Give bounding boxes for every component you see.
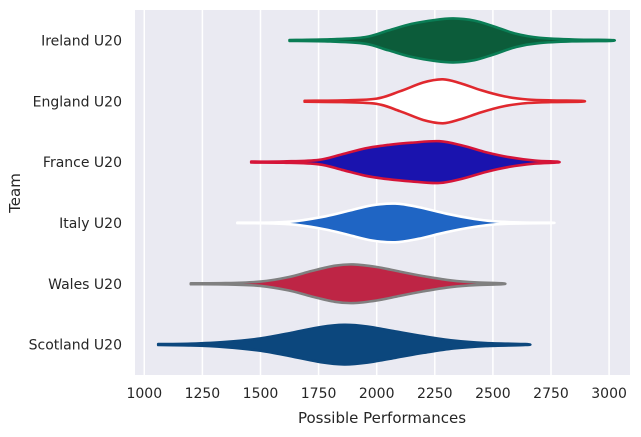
violin-scotland-u20 [156, 323, 532, 366]
violins [156, 17, 617, 366]
x-tick-label: 1250 [185, 386, 221, 402]
violin-england-u20 [303, 77, 587, 125]
x-tick-label: 1000 [126, 386, 162, 402]
y-tick-label: France U20 [43, 155, 122, 171]
violin-wales-u20 [189, 263, 507, 305]
gridlines [143, 10, 610, 375]
violin-ireland-u20 [288, 17, 617, 64]
x-axis-title: Possible Performances [298, 409, 466, 427]
y-tick-labels: Ireland U20 England U20 France U20 Italy U2… [29, 33, 122, 353]
x-tick-label: 2750 [533, 386, 569, 402]
x-tick-label: 1750 [301, 386, 337, 402]
violin-italy-u20 [236, 202, 556, 244]
y-tick-label: Wales U20 [48, 277, 122, 293]
y-tick-label: Italy U20 [59, 216, 122, 232]
x-tick-label: 2000 [359, 386, 395, 402]
plot-background [135, 10, 630, 375]
y-tick-label: England U20 [33, 94, 122, 110]
y-tick-label: Scotland U20 [29, 338, 122, 354]
x-tick-label: 1500 [243, 386, 279, 402]
x-tick-label: 2250 [417, 386, 453, 402]
y-tick-label: Ireland U20 [41, 33, 122, 49]
x-tick-label: 3000 [591, 386, 627, 402]
violin-france-u20 [249, 139, 561, 185]
x-tick-labels: 1000 1250 1500 1750 2000 2250 2500 2750 3000 [126, 386, 626, 402]
y-axis-title: Team [6, 173, 24, 214]
x-tick-label: 2500 [475, 386, 511, 402]
